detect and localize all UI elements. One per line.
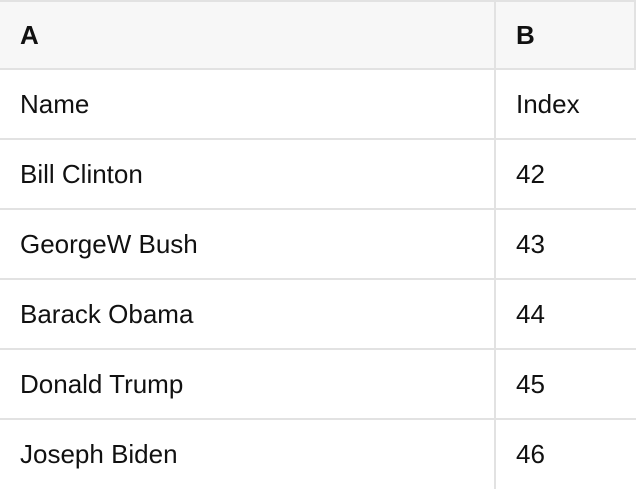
table-row: Barack Obama 44 (0, 280, 636, 350)
table-cell-name[interactable]: Bill Clinton (0, 140, 496, 208)
table-cell-index[interactable]: 43 (516, 228, 545, 259)
table-cell-index[interactable]: 44 (516, 298, 545, 329)
table-row: Name Index (0, 70, 636, 140)
table-cell-index[interactable]: 46 (516, 439, 545, 469)
table-cell-name[interactable]: Barack Obama (0, 280, 496, 348)
table-cell-name[interactable]: Name (0, 70, 496, 138)
table-body: Name Index Bill Clinton 42 GeorgeW Bush … (0, 70, 636, 489)
column-header-a[interactable]: A (0, 2, 496, 68)
table-cell-name[interactable]: GeorgeW Bush (0, 210, 496, 278)
column-header-b[interactable]: B (496, 2, 636, 68)
column-header-row: A B (0, 2, 636, 70)
table-cell-name[interactable]: Donald Trump (0, 350, 496, 418)
table-cell-index[interactable]: 45 (516, 368, 545, 399)
table-row: GeorgeW Bush 43 (0, 210, 636, 280)
table-row: Joseph Biden 46 (0, 420, 636, 489)
table-row: Donald Trump 45 (0, 350, 636, 420)
table-cell-index[interactable]: Index (516, 88, 580, 119)
table-cell-name[interactable]: Joseph Biden (0, 420, 496, 489)
table-row: Bill Clinton 42 (0, 140, 636, 210)
table-cell-index[interactable]: 42 (516, 158, 545, 189)
